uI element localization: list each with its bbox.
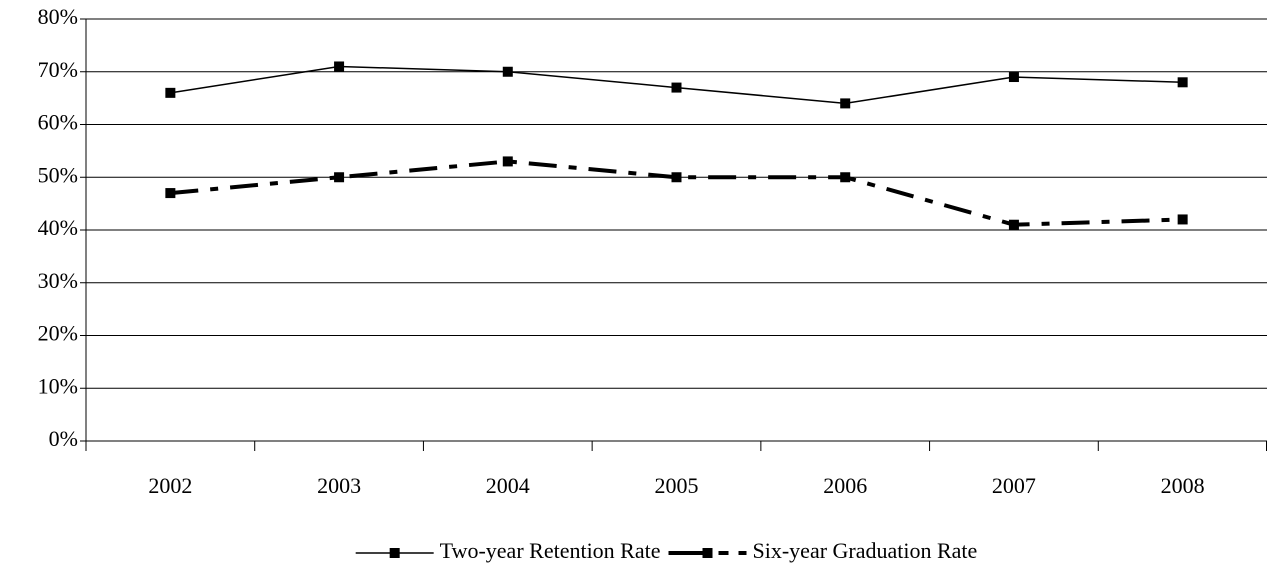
y-tick-label: 30% [38, 268, 78, 293]
point-marker [840, 98, 851, 109]
point-marker [671, 82, 682, 93]
point-marker [334, 172, 345, 183]
y-tick-label: 60% [38, 110, 78, 135]
x-tick-label: 2007 [992, 473, 1036, 498]
point-marker [334, 61, 345, 72]
point-marker [1177, 77, 1188, 88]
legend-marker [702, 548, 713, 558]
point-marker [671, 172, 682, 183]
point-marker [502, 66, 513, 77]
y-tick-label: 40% [38, 215, 78, 240]
y-tick-label: 80% [38, 4, 78, 29]
y-tick-label: 20% [38, 321, 78, 346]
y-tick-label: 70% [38, 57, 78, 82]
point-marker [1008, 72, 1019, 83]
point-marker [1008, 219, 1019, 230]
legend-label: Six-year Graduation Rate [753, 538, 978, 563]
legend-marker [389, 548, 400, 558]
x-tick-label: 2006 [823, 473, 867, 498]
y-tick-label: 0% [49, 426, 78, 451]
x-tick-label: 2003 [317, 473, 361, 498]
x-tick-label: 2005 [655, 473, 699, 498]
y-tick-label: 50% [38, 162, 78, 187]
y-tick-label: 10% [38, 373, 78, 398]
point-marker [840, 172, 851, 183]
x-tick-label: 2004 [486, 473, 530, 498]
legend-label: Two-year Retention Rate [440, 538, 661, 563]
point-marker [1177, 214, 1188, 225]
x-tick-label: 2008 [1161, 473, 1205, 498]
x-tick-label: 2002 [148, 473, 192, 498]
series-line [170, 159, 1183, 227]
point-marker [502, 156, 513, 167]
point-marker [165, 87, 176, 98]
point-marker [165, 188, 176, 199]
